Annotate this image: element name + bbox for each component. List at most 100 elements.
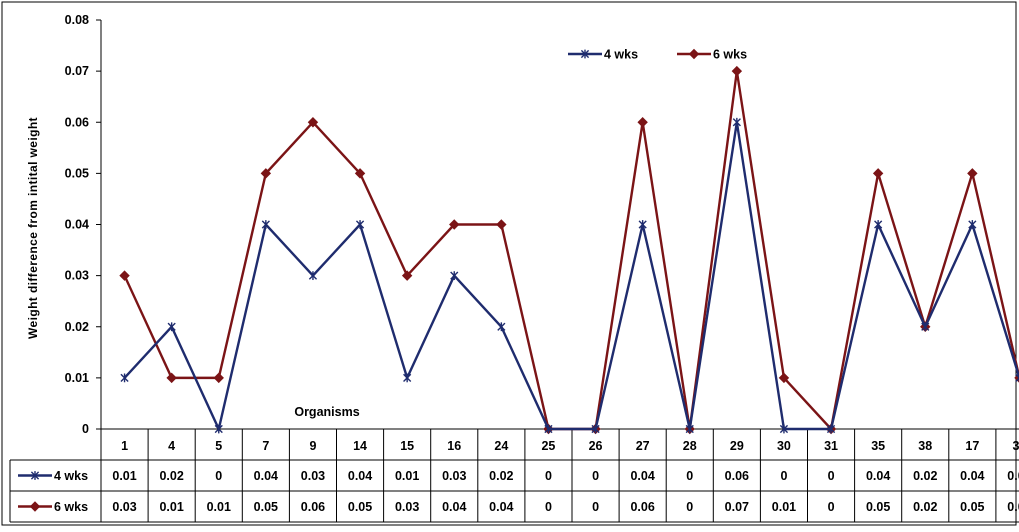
data-label: 0.03 [301,469,325,483]
series-line-4-wks [123,122,1019,433]
data-label: 0.06 [301,500,325,514]
data-point [685,424,694,434]
data-label: 0.05 [348,500,372,514]
data-label: 0 [545,469,552,483]
y-tick-label: 0.02 [65,320,89,334]
data-point [874,220,883,229]
data-point [307,117,319,128]
y-tick-label: 0.03 [65,269,89,283]
data-label: 0.01 [112,469,136,483]
data-label: 0 [828,500,835,514]
data-point [213,372,224,384]
data-point [354,168,366,179]
data-point [921,322,930,332]
data-label: 0.04 [254,469,278,483]
data-label: 0.05 [254,500,278,514]
data-point [308,271,318,281]
y-tick-label: 0.08 [65,13,89,27]
x-tick-label: 5 [215,439,222,453]
x-tick-label: 31 [824,439,838,453]
x-tick-label: 24 [494,439,508,453]
data-label: 0 [828,469,835,483]
y-axis-title: Weight difference from intital weight [26,117,40,339]
x-tick-label: 38 [918,439,932,453]
data-point [450,271,459,281]
data-point [214,424,223,434]
data-label: 0.02 [159,469,183,483]
data-label: 0.05 [866,500,890,514]
x-tick-label: 28 [683,439,697,453]
data-label: 0.01 [395,469,419,483]
legend-key-marker [688,48,700,60]
data-label: 0.02 [913,469,937,483]
x-tick-label: 17 [965,439,979,453]
data-label: 0 [686,469,693,483]
x-tick-label: 9 [309,439,316,453]
data-label: 0 [780,469,787,483]
data-label: 0.04 [630,469,654,483]
table-legend-key-marker [29,501,41,512]
legend-label: 6 wks [713,48,747,62]
y-tick-label: 0.07 [65,64,89,78]
data-point [731,65,743,77]
data-point [401,270,413,281]
x-tick-label: 26 [589,439,603,453]
x-tick-label: 37 [1012,439,1019,453]
data-label: 0.05 [960,500,984,514]
data-point [449,219,460,230]
x-tick-label: 35 [871,439,885,453]
x-tick-label: 27 [636,439,650,453]
data-point [166,372,177,384]
data-point [1015,373,1019,383]
data-point [732,117,741,127]
data-point [826,424,836,434]
data-label: 0.03 [442,469,466,483]
x-tick-label: 29 [730,439,744,453]
data-point [778,372,790,384]
data-point [119,270,130,281]
x-tick-label: 7 [262,439,269,453]
data-point [497,322,506,332]
y-tick-label: 0.04 [65,218,89,232]
x-axis-title: Organisms [294,405,359,419]
y-tick-label: 0.05 [65,166,89,180]
data-point [496,219,507,230]
table-legend-key-marker [30,471,40,480]
data-point [544,424,553,434]
data-point [120,373,129,383]
x-tick-label: 30 [777,439,791,453]
x-tick-label: 15 [400,439,414,453]
data-point [167,322,176,332]
data-label: 0.01 [1007,469,1019,483]
data-label: 0.03 [395,500,419,514]
data-label: 0.02 [489,469,513,483]
data-label: 0.04 [489,500,513,514]
data-point [261,220,270,229]
y-tick-label: 0.01 [65,371,89,385]
data-point [638,220,647,229]
legend-key-marker [580,49,590,59]
data-label: 0.04 [442,500,466,514]
data-point [967,168,978,179]
legend-label: 4 wks [604,48,638,62]
data-point [872,168,884,179]
data-label: 0.04 [866,469,890,483]
data-label: 0.04 [348,469,372,483]
data-label: 0.04 [960,469,984,483]
data-label: 0.03 [112,500,136,514]
data-label: 0 [215,469,222,483]
data-label: 0 [592,469,599,483]
data-point [637,117,648,128]
table-series-name: 6 wks [54,500,88,514]
y-tick-label: 0.06 [65,115,89,129]
x-tick-label: 4 [168,439,175,453]
data-label: 0.01 [159,500,183,514]
data-point [968,220,977,229]
data-label: 0 [686,500,693,514]
data-label: 0.01 [1007,500,1019,514]
data-point [591,424,600,434]
data-point [779,424,789,434]
